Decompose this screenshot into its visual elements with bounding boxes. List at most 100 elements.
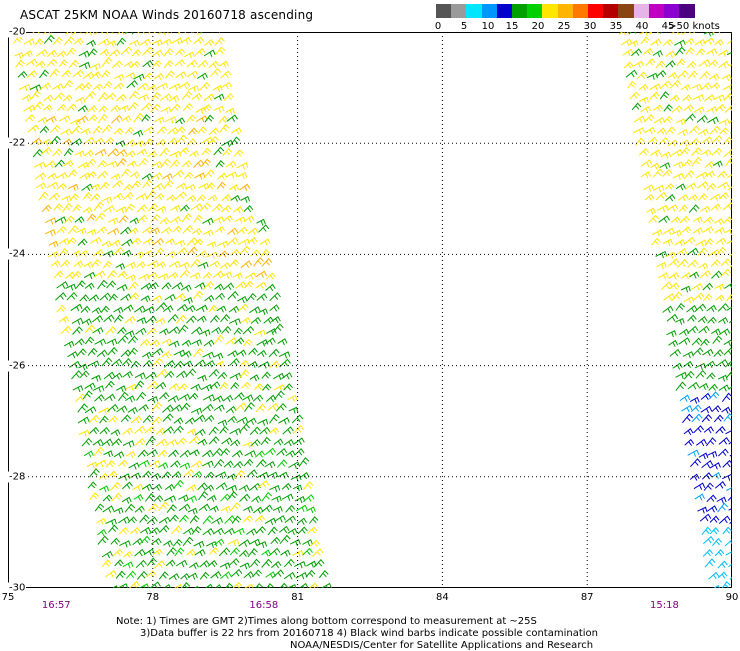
wind-barb bbox=[671, 217, 680, 223]
wind-barb bbox=[187, 247, 197, 255]
wind-barb bbox=[256, 405, 266, 413]
wind-barb bbox=[179, 384, 188, 391]
wind-barb bbox=[703, 283, 713, 290]
wind-barb bbox=[162, 283, 171, 289]
wind-barb bbox=[22, 95, 31, 101]
wind-barb bbox=[94, 202, 104, 210]
wind-barb bbox=[235, 471, 245, 479]
wind-barb bbox=[234, 328, 242, 334]
wind-barb bbox=[621, 39, 632, 46]
wind-barb bbox=[711, 271, 721, 278]
wind-barb bbox=[657, 71, 666, 77]
wind-barb bbox=[699, 453, 708, 459]
wind-barb bbox=[209, 306, 218, 313]
legend-tick-label: 20 bbox=[532, 21, 545, 32]
wind-barb bbox=[133, 485, 144, 491]
wind-barb bbox=[118, 460, 127, 466]
wind-barb bbox=[192, 94, 202, 100]
wind-barb bbox=[165, 71, 174, 79]
wind-barb bbox=[98, 281, 108, 290]
wind-barb bbox=[114, 128, 123, 134]
wind-barb bbox=[204, 170, 215, 178]
wind-barb bbox=[701, 407, 712, 414]
wind-barb bbox=[97, 350, 107, 357]
wind-barb bbox=[147, 85, 156, 91]
wind-barb bbox=[192, 340, 202, 346]
legend-swatch bbox=[527, 4, 543, 18]
wind-barb bbox=[208, 195, 217, 201]
wind-barb bbox=[146, 191, 156, 199]
wind-barb bbox=[703, 227, 714, 233]
wind-barb bbox=[115, 560, 124, 566]
wind-barb bbox=[250, 427, 260, 435]
legend-swatch bbox=[542, 4, 558, 18]
wind-barb bbox=[645, 195, 654, 201]
longitude-label: 90 bbox=[726, 592, 739, 603]
wind-barb bbox=[137, 205, 147, 212]
wind-barb bbox=[688, 450, 699, 456]
wind-barb bbox=[237, 297, 247, 303]
wind-barb bbox=[700, 271, 711, 278]
note-line-1: Note: 1) Times are GMT 2)Times along bot… bbox=[116, 616, 537, 627]
wind-barb bbox=[132, 181, 141, 188]
wind-barb bbox=[221, 507, 231, 513]
wind-barb bbox=[179, 82, 190, 88]
wind-barb bbox=[136, 328, 147, 335]
wind-barb bbox=[721, 269, 731, 277]
wind-barb bbox=[239, 424, 249, 432]
wind-barb bbox=[33, 102, 44, 110]
wind-barb bbox=[125, 504, 135, 512]
wind-barb bbox=[179, 148, 189, 155]
wind-barb bbox=[687, 62, 696, 68]
wind-barb bbox=[722, 75, 732, 81]
wind-barb bbox=[117, 285, 127, 291]
wind-barb bbox=[146, 317, 157, 324]
wind-barb bbox=[92, 376, 101, 382]
wind-barb bbox=[94, 448, 104, 456]
wind-barb bbox=[203, 529, 214, 536]
wind-barb bbox=[676, 119, 685, 125]
wind-barb bbox=[701, 150, 711, 156]
wind-barb bbox=[713, 336, 722, 344]
wind-barb bbox=[109, 417, 118, 423]
wind-barb bbox=[303, 495, 314, 502]
wind-barb bbox=[678, 130, 688, 136]
wind-barb bbox=[280, 536, 290, 544]
wind-barb bbox=[117, 406, 128, 412]
wind-barb bbox=[207, 496, 216, 502]
wind-barb bbox=[183, 361, 192, 367]
legend-swatch bbox=[664, 4, 680, 18]
wind-barb bbox=[719, 438, 729, 445]
wind-barb bbox=[155, 194, 164, 200]
wind-barb bbox=[228, 492, 237, 499]
wind-barb bbox=[59, 60, 67, 67]
wind-barb bbox=[126, 263, 135, 269]
wind-barb bbox=[131, 416, 141, 423]
wind-barb bbox=[214, 405, 224, 411]
wind-barb bbox=[122, 116, 131, 122]
wind-barb bbox=[95, 150, 106, 157]
wind-barb bbox=[123, 193, 133, 200]
wind-barb bbox=[308, 527, 317, 533]
wind-barb bbox=[216, 47, 225, 54]
wind-barb bbox=[702, 137, 713, 144]
wind-barb bbox=[102, 241, 111, 247]
wind-barb bbox=[651, 39, 662, 45]
wind-barb bbox=[684, 105, 694, 111]
wind-barb bbox=[68, 238, 77, 244]
wind-barb bbox=[707, 184, 716, 191]
wind-barb bbox=[656, 61, 665, 68]
wind-barb bbox=[634, 116, 645, 123]
wind-barb bbox=[710, 127, 720, 135]
wind-barb bbox=[57, 184, 66, 190]
wind-barb bbox=[122, 497, 131, 503]
wind-barb bbox=[111, 106, 120, 112]
wind-barb bbox=[104, 315, 115, 322]
wind-barb bbox=[108, 525, 117, 532]
wind-barb bbox=[210, 69, 220, 77]
wind-barb bbox=[176, 192, 187, 199]
wind-barb bbox=[668, 73, 677, 79]
wind-barb bbox=[64, 149, 73, 156]
wind-barb bbox=[706, 49, 716, 55]
wind-barb bbox=[227, 115, 238, 122]
